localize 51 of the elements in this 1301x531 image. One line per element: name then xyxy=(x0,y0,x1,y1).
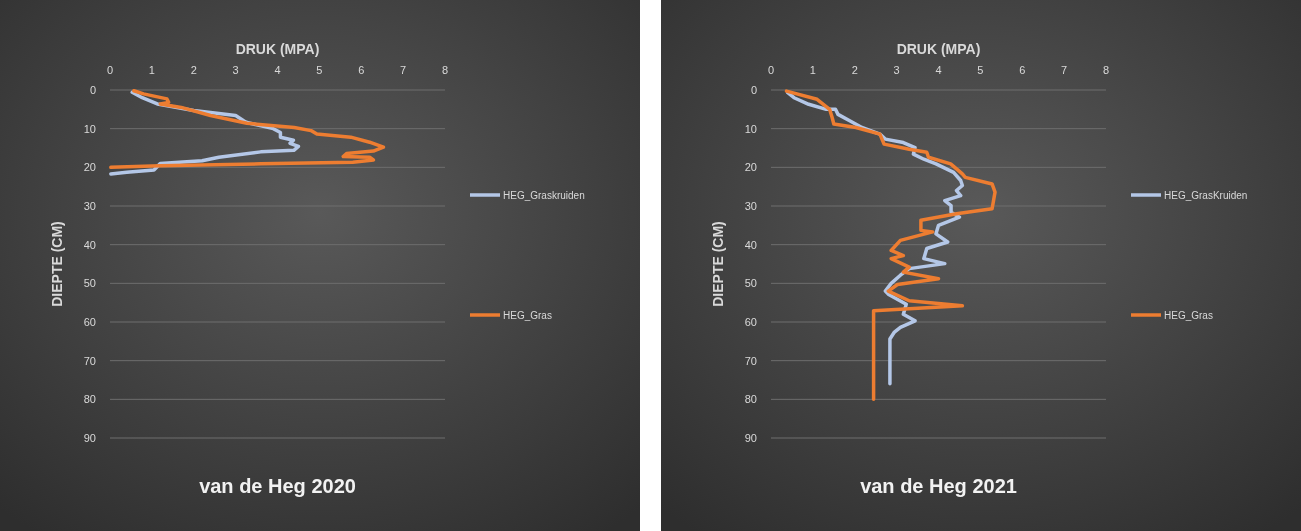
y-tick-label: 70 xyxy=(83,354,96,367)
y-axis-title: DIEPTE (CM) xyxy=(710,221,726,307)
line-series xyxy=(786,90,965,386)
line-series xyxy=(784,89,997,402)
y-tick-label: 60 xyxy=(83,316,96,328)
x-tick-label: 6 xyxy=(358,64,365,76)
x-tick-label: 2 xyxy=(190,64,197,76)
y-tick-label: 90 xyxy=(83,432,96,444)
x-tick-label: 6 xyxy=(1019,64,1026,76)
legend-label: HEG_Gras xyxy=(503,310,552,321)
x-tick-label: 3 xyxy=(893,64,900,76)
y-tick-label: 30 xyxy=(744,200,757,212)
x-tick-label: 7 xyxy=(400,64,407,76)
x-tick-label: 0 xyxy=(767,64,775,76)
text: van de Heg 2021 xyxy=(860,475,1017,497)
y-tick-label: 80 xyxy=(83,393,96,406)
line-series xyxy=(109,89,386,170)
y-axis-title: DIEPTE (CM) xyxy=(49,221,65,307)
y-tick-label: 70 xyxy=(744,354,757,367)
y-tick-label: 40 xyxy=(83,238,96,251)
x-tick-label: 2 xyxy=(851,64,858,76)
y-tick-label: 0 xyxy=(89,84,96,96)
x-tick-label: 4 xyxy=(274,64,281,76)
x-tick-label: 5 xyxy=(977,64,984,76)
x-tick-label: 4 xyxy=(935,64,942,76)
x-axis-title: DRUK (MPA) xyxy=(896,41,981,57)
y-tick-label: 80 xyxy=(744,393,757,406)
y-tick-label: 50 xyxy=(744,277,757,290)
x-tick-label: 3 xyxy=(232,64,239,76)
legend-label: HEG_GrasKruiden xyxy=(1164,190,1248,201)
x-tick-label: 0 xyxy=(106,64,114,76)
text: van de Heg 2020 xyxy=(199,475,356,497)
x-tick-label: 1 xyxy=(809,64,816,76)
y-tick-label: 90 xyxy=(744,432,757,444)
y-tick-label: 20 xyxy=(744,161,757,174)
x-tick-label: 7 xyxy=(1061,64,1068,76)
x-tick-label: 5 xyxy=(316,64,323,76)
x-tick-label: 8 xyxy=(441,64,449,76)
x-axis-title: DRUK (MPA) xyxy=(235,41,320,57)
y-tick-label: 50 xyxy=(83,277,96,290)
y-tick-label: 30 xyxy=(83,200,96,212)
y-tick-label: 60 xyxy=(744,316,757,328)
y-tick-label: 10 xyxy=(744,122,757,135)
y-tick-label: 40 xyxy=(744,238,757,251)
y-tick-label: 0 xyxy=(750,84,757,96)
x-tick-label: 8 xyxy=(1102,64,1110,76)
y-tick-label: 20 xyxy=(83,161,96,174)
y-tick-label: 10 xyxy=(83,122,96,135)
legend-label: HEG_Gras xyxy=(1164,310,1213,321)
x-tick-label: 1 xyxy=(148,64,155,76)
legend-label: HEG_Graskruiden xyxy=(503,190,585,201)
